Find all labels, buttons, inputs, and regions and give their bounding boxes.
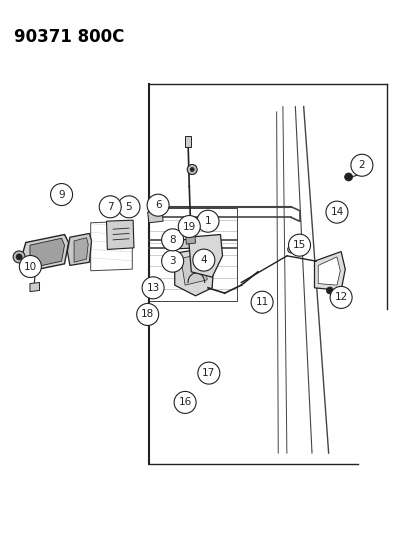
Circle shape: [198, 362, 220, 384]
Circle shape: [327, 287, 333, 294]
Circle shape: [251, 291, 273, 313]
Polygon shape: [175, 248, 214, 296]
Text: 15: 15: [293, 240, 306, 250]
Circle shape: [20, 255, 41, 278]
Text: 9: 9: [58, 190, 65, 199]
Polygon shape: [148, 211, 163, 223]
Circle shape: [187, 165, 197, 174]
Circle shape: [197, 210, 219, 232]
Circle shape: [326, 201, 348, 223]
Circle shape: [142, 277, 164, 299]
Circle shape: [162, 229, 183, 251]
Polygon shape: [74, 238, 88, 262]
Circle shape: [16, 254, 22, 260]
Circle shape: [190, 167, 194, 172]
Polygon shape: [318, 257, 340, 285]
Circle shape: [178, 215, 200, 238]
Circle shape: [351, 154, 373, 176]
Text: 18: 18: [141, 310, 154, 319]
Polygon shape: [22, 235, 69, 272]
Circle shape: [162, 250, 183, 272]
Text: 13: 13: [146, 283, 160, 293]
Polygon shape: [186, 233, 196, 244]
Circle shape: [118, 196, 140, 218]
Polygon shape: [185, 136, 191, 147]
Circle shape: [200, 250, 210, 260]
Polygon shape: [181, 253, 207, 285]
Polygon shape: [67, 233, 92, 265]
Text: 1: 1: [205, 216, 211, 226]
Text: 8: 8: [169, 235, 176, 245]
Text: 19: 19: [183, 222, 196, 231]
Polygon shape: [314, 252, 345, 290]
Text: 4: 4: [201, 255, 207, 265]
Circle shape: [51, 183, 72, 206]
Circle shape: [13, 251, 25, 263]
Circle shape: [32, 265, 39, 273]
Polygon shape: [166, 239, 196, 249]
Circle shape: [330, 286, 352, 309]
Text: 3: 3: [169, 256, 176, 266]
Text: 2: 2: [359, 160, 365, 170]
Polygon shape: [30, 238, 64, 268]
Polygon shape: [30, 282, 40, 292]
Text: 7: 7: [107, 202, 114, 212]
Text: 5: 5: [126, 202, 132, 212]
Text: 14: 14: [330, 207, 344, 217]
Text: 16: 16: [178, 398, 192, 407]
Text: 10: 10: [24, 262, 37, 271]
Text: 11: 11: [255, 297, 269, 307]
Circle shape: [344, 173, 353, 181]
Circle shape: [99, 196, 121, 218]
Circle shape: [174, 391, 196, 414]
Circle shape: [193, 249, 215, 271]
Circle shape: [289, 234, 310, 256]
Text: 90371 800C: 90371 800C: [14, 28, 124, 46]
Text: 17: 17: [202, 368, 215, 378]
Circle shape: [147, 194, 169, 216]
Text: 12: 12: [334, 293, 348, 302]
Text: 6: 6: [155, 200, 161, 210]
Polygon shape: [106, 220, 134, 249]
Circle shape: [288, 246, 295, 253]
Circle shape: [137, 303, 158, 326]
Polygon shape: [188, 235, 223, 277]
